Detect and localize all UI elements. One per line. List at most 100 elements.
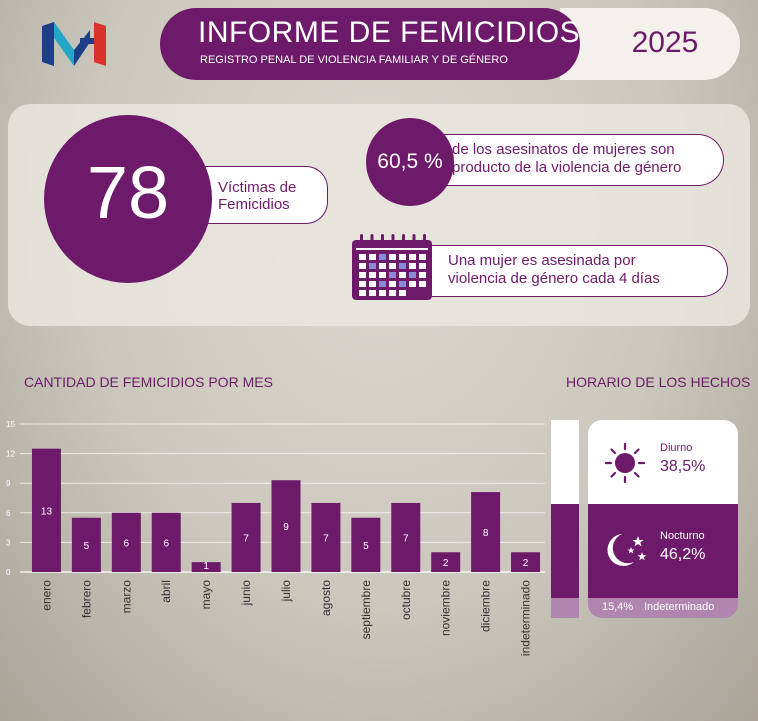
calendar-day (359, 263, 366, 269)
calendar-icon (352, 234, 432, 300)
victims-circle (44, 115, 212, 283)
calendar-day (359, 290, 366, 296)
report-year: 2025 (631, 26, 699, 59)
sun-icon (604, 442, 646, 484)
calendar-ring (423, 234, 426, 245)
x-tick-label: enero (39, 580, 53, 611)
undetermined-value: 15,4% (602, 601, 634, 613)
calendar-day (399, 290, 406, 296)
victims-label-line2: Femicidios (218, 196, 290, 213)
calendar-day (419, 254, 426, 260)
x-tick-label: julio (279, 580, 293, 603)
stack-night (551, 504, 579, 598)
percent-label-line1: de los asesinatos de mujeres son (452, 141, 675, 158)
y-tick-label: 6 (6, 509, 11, 518)
undetermined-section: 15,4% Indeterminado (588, 598, 738, 618)
data-label: 7 (243, 533, 249, 544)
frequency-label-line1: Una mujer es asesinada por (448, 252, 636, 269)
data-label: 2 (523, 558, 529, 569)
calendar-day (419, 263, 426, 269)
page-title: INFORME DE FEMICIDIOS (198, 16, 581, 49)
calendar-day (379, 281, 386, 287)
calendar-ring (391, 234, 395, 245)
victims-count: 78 (86, 151, 170, 234)
calendar-day (389, 263, 396, 269)
stack-undetermined (551, 598, 579, 618)
x-tick-label: agosto (319, 580, 333, 616)
calendar-day (399, 254, 406, 260)
victims-label: Víctimas de Femicidios (218, 179, 318, 213)
calendar-day (389, 281, 396, 287)
calendar-ring (412, 234, 416, 245)
calendar-ring (381, 234, 384, 245)
x-tick-label: abril (159, 580, 173, 603)
y-tick-label: 12 (6, 450, 15, 459)
bar-febrero (71, 517, 101, 572)
bar-noviembre (431, 552, 461, 572)
night-label: Nocturno (660, 530, 705, 542)
x-tick-label: noviembre (439, 580, 453, 636)
percent-circle (366, 118, 454, 206)
night-value: 46,2% (660, 546, 706, 563)
year-badge: 2025 (560, 8, 740, 80)
calendar-day (369, 272, 376, 278)
bar-agosto (311, 502, 341, 572)
undetermined-label: Indeterminado (644, 601, 715, 613)
day-section: Diurno 38,5% (588, 420, 738, 504)
calendar-day (379, 290, 386, 296)
calendar-day (389, 254, 396, 260)
calendar-day (369, 290, 376, 296)
calendar-day (409, 263, 416, 269)
hours-stacked-bar (551, 420, 579, 618)
x-tick-label: octubre (399, 580, 413, 620)
data-label: 1 (203, 561, 209, 572)
calendar-day (389, 272, 396, 278)
x-tick-label: mayo (199, 580, 213, 610)
calendar-day (419, 281, 426, 287)
calendar-divider (356, 248, 428, 250)
x-tick-label: junio (239, 580, 253, 607)
data-label: 13 (41, 506, 53, 517)
hours-card: Diurno 38,5% Nocturno 46,2% 15,4% Indete… (588, 420, 738, 618)
bar-junio (231, 502, 261, 572)
bar-abril (151, 512, 181, 572)
calendar-day (359, 254, 366, 260)
frequency-label-line2: violencia de género cada 4 días (448, 270, 660, 287)
bar-diciembre (471, 492, 501, 572)
x-tick-label: febrero (79, 580, 93, 618)
calendar-ring (402, 234, 405, 245)
calendar-day (359, 281, 366, 287)
percent-value: 60,5 % (377, 150, 443, 173)
calendar-ring (360, 234, 363, 245)
data-label: 7 (323, 533, 329, 544)
data-label: 9 (283, 522, 289, 533)
calendar-day (379, 272, 386, 278)
calendar-day (399, 272, 406, 278)
bar-octubre (391, 502, 421, 572)
y-tick-label: 0 (6, 568, 11, 577)
bar-marzo (111, 512, 141, 572)
stack-day (551, 420, 579, 504)
data-label: 5 (363, 541, 369, 552)
data-label: 2 (443, 558, 449, 569)
bar-mayo (191, 562, 221, 572)
calendar-day (409, 281, 416, 287)
frequency-label-box (432, 245, 728, 297)
day-label: Diurno (660, 442, 693, 454)
institution-logo (42, 22, 106, 66)
title-banner: INFORME DE FEMICIDIOS REGISTRO PENAL DE … (160, 8, 580, 80)
bar-indeterminado (511, 552, 541, 572)
calendar-day (399, 281, 406, 287)
percent-label-line2: producto de la violencia de género (452, 159, 682, 176)
bar-julio (271, 480, 301, 572)
victims-label-line1: Víctimas de (218, 179, 297, 196)
calendar-day (399, 263, 406, 269)
moon-stars-icon (607, 534, 647, 566)
x-tick-label: septiembre (359, 580, 373, 640)
night-section: Nocturno 46,2% (588, 504, 738, 598)
calendar-day (419, 272, 426, 278)
monthly-chart-title: CANTIDAD DE FEMICIDIOS POR MES (24, 374, 273, 390)
calendar-day (369, 263, 376, 269)
frequency-label: Una mujer es asesinada por violencia de … (448, 252, 720, 288)
data-label: 6 (124, 538, 130, 549)
